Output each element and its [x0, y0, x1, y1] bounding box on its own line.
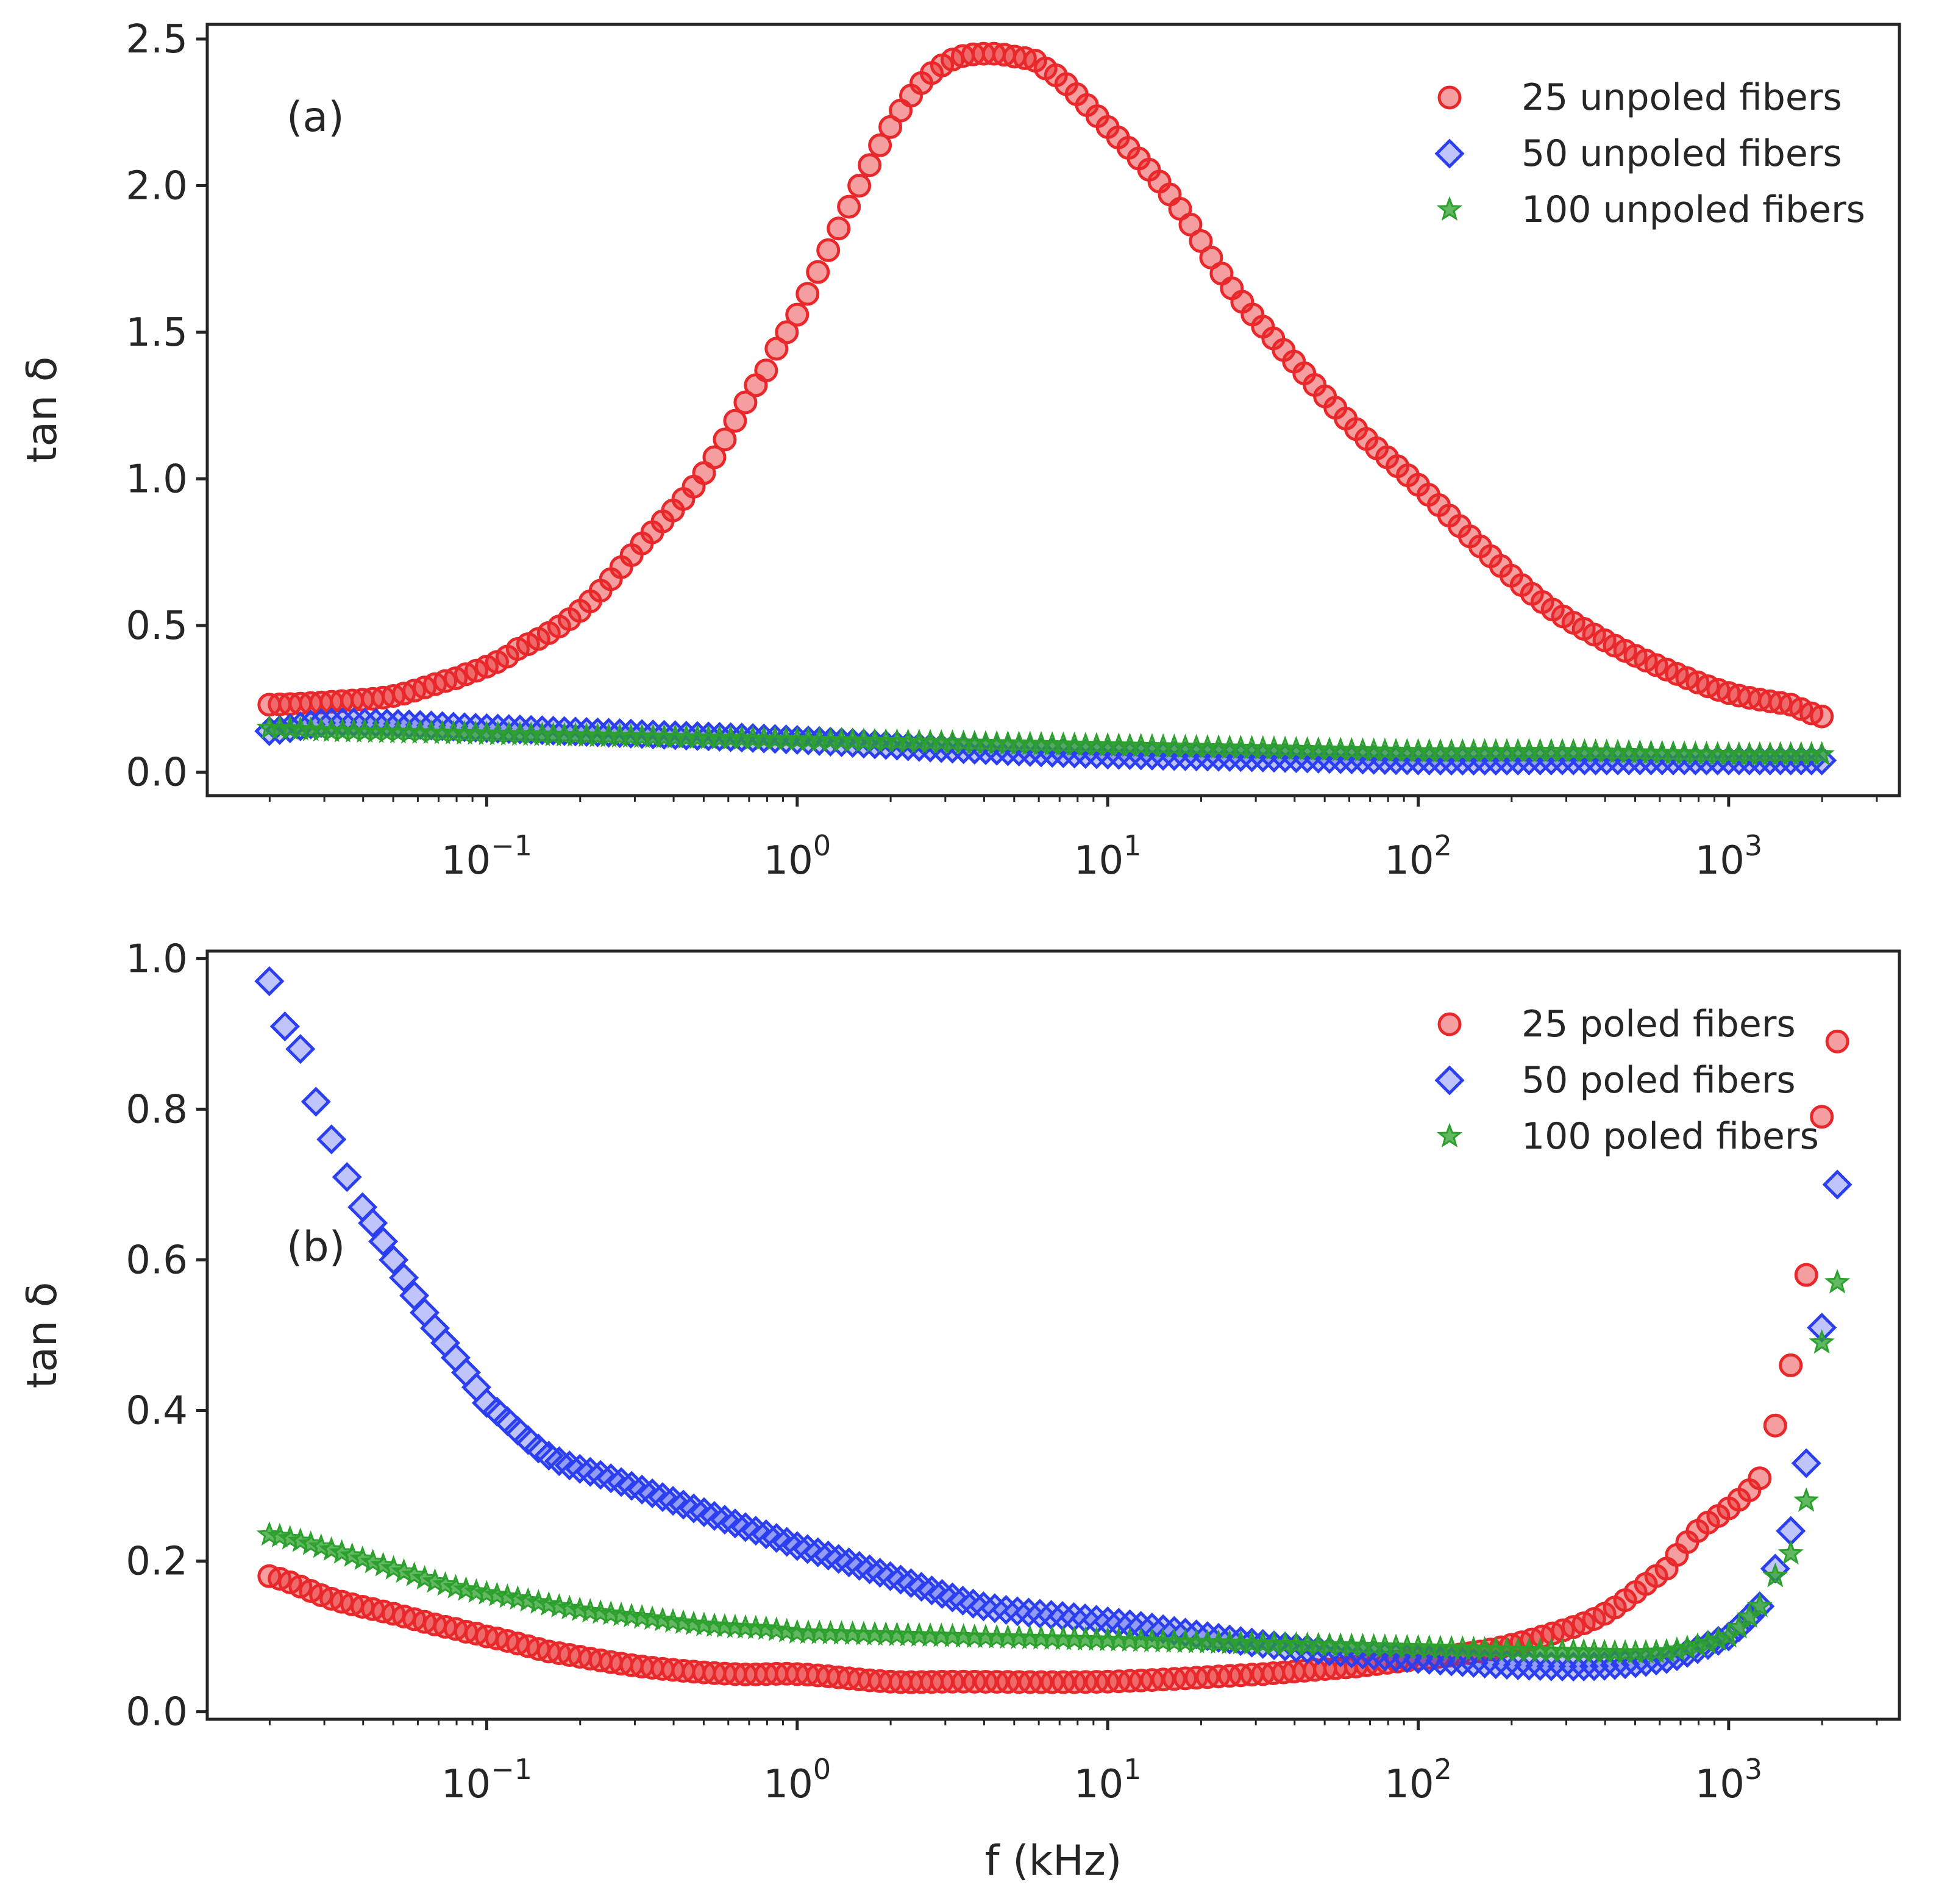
- data-point: [754, 358, 778, 383]
- y-tick-label: 0.0: [126, 1690, 188, 1735]
- legend-label: 50 unpoled fibers: [1521, 132, 1842, 175]
- y-tick-label: 2.0: [126, 164, 188, 209]
- y-tick-label: 0.6: [126, 1238, 188, 1283]
- data-point-interp: [702, 445, 727, 469]
- panel-a-points: [254, 41, 1837, 776]
- series-circle-1: [257, 41, 1834, 729]
- legend-marker: [1436, 1122, 1463, 1148]
- legend-marker: [1436, 196, 1463, 221]
- y-tick-label: 0.0: [126, 751, 188, 796]
- panel-b-label: (b): [286, 1223, 345, 1271]
- data-point-interp: [795, 282, 820, 306]
- data-point: [1793, 1487, 1820, 1512]
- data-point: [1825, 1029, 1849, 1054]
- legend-label: 100 poled fibers: [1521, 1115, 1819, 1158]
- x-tick-label: 102: [1384, 1753, 1452, 1807]
- data-point: [1824, 1269, 1851, 1294]
- data-point-interp: [775, 320, 799, 344]
- y-tick-label: 0.2: [126, 1539, 188, 1585]
- data-point: [301, 1086, 331, 1117]
- data-point-interp: [806, 260, 830, 284]
- data-point: [1778, 1539, 1804, 1565]
- legend-label: 25 poled fibers: [1521, 1003, 1796, 1046]
- data-point: [1748, 1466, 1772, 1491]
- data-point: [269, 1011, 300, 1042]
- data-point-interp: [368, 1226, 399, 1257]
- data-point: [847, 174, 872, 198]
- data-point-interp: [733, 390, 758, 415]
- series-star-3: [256, 715, 1835, 766]
- panel-a-legend: 25 unpoled fibers 50 unpoled fibers 100 un…: [1434, 76, 1865, 231]
- y-tick-label: 1.5: [126, 310, 188, 355]
- data-point-interp: [1189, 229, 1213, 253]
- y-tick-label: 1.0: [126, 936, 188, 982]
- legend-marker: [1434, 138, 1465, 169]
- legend-marker: [1437, 85, 1462, 110]
- legend-label: 25 unpoled fibers: [1521, 76, 1842, 119]
- data-point-interp: [837, 194, 861, 219]
- x-tick-label: 10−1: [441, 1753, 532, 1807]
- data-point: [332, 1162, 362, 1193]
- x-tick-label: 103: [1695, 829, 1762, 883]
- x-tick-label: 102: [1384, 829, 1452, 883]
- panel-a-frame: [205, 23, 1901, 797]
- data-point: [379, 1244, 409, 1275]
- data-point-interp: [868, 133, 892, 157]
- data-point: [316, 1124, 347, 1155]
- data-point-interp: [358, 1208, 388, 1238]
- data-point: [1794, 1263, 1818, 1287]
- data-point: [1809, 741, 1835, 766]
- panel-b-y-axis-label: tan δ: [18, 1282, 66, 1389]
- x-tick-label: 100: [763, 829, 831, 883]
- data-point: [1809, 1329, 1835, 1354]
- series-circle-1: [257, 1029, 1849, 1694]
- y-tick-label: 0.8: [126, 1087, 188, 1132]
- x-tick-label: 103: [1695, 1753, 1762, 1807]
- data-point: [1810, 1105, 1834, 1129]
- panel-b-frame: [205, 949, 1901, 1721]
- panel-b-points: [254, 966, 1852, 1694]
- y-tick-label: 0.5: [126, 604, 188, 649]
- x-axis-label: f (kHz): [985, 1837, 1122, 1885]
- data-point-interp: [858, 153, 882, 177]
- series-star-3: [256, 1269, 1851, 1664]
- data-point: [785, 302, 810, 327]
- y-tick-label: 0.4: [126, 1389, 188, 1434]
- panel-a-label: (a): [286, 93, 344, 141]
- data-point: [878, 115, 903, 139]
- data-point: [285, 1034, 316, 1064]
- data-point: [1762, 1563, 1788, 1588]
- x-tick-label: 10−1: [441, 829, 532, 883]
- legend-marker: [1437, 1012, 1462, 1036]
- data-point: [1791, 1448, 1821, 1478]
- data-point: [254, 966, 285, 996]
- y-tick-label: 2.5: [126, 17, 188, 62]
- panel-a-y-axis-label: tan δ: [18, 357, 66, 463]
- data-point-interp: [389, 1263, 419, 1293]
- data-point-interp: [713, 427, 737, 452]
- panel-b-axes: 0.0 0.2 0.4 0.6 0.8 1.0 10−1 100 101 102 103: [126, 936, 1878, 1807]
- data-point: [1779, 1353, 1803, 1377]
- panel-a: 0.0 0.5 1.0 1.5 2.0 2.5 10−1 100 101 102 103 (a) t…: [18, 17, 1901, 883]
- x-tick-label: 101: [1074, 829, 1142, 883]
- y-tick-label: 1.0: [126, 457, 188, 502]
- data-point: [1822, 1169, 1852, 1200]
- data-point: [816, 238, 841, 262]
- panel-b-legend: 25 poled fibers 50 poled fibers 100 poled …: [1434, 1003, 1819, 1158]
- data-point-interp: [827, 216, 851, 241]
- legend-marker: [1434, 1065, 1465, 1096]
- legend-label: 100 unpoled fibers: [1521, 188, 1865, 231]
- x-tick-label: 100: [763, 1753, 831, 1807]
- panel-b: 0.0 0.2 0.4 0.6 0.8 1.0 10−1 100 101 102 103 (b) t…: [18, 936, 1901, 1885]
- data-point: [1810, 704, 1834, 729]
- data-point: [1746, 1592, 1773, 1617]
- data-point-interp: [723, 408, 747, 433]
- x-tick-label: 101: [1074, 1753, 1142, 1807]
- legend-label: 50 poled fibers: [1521, 1059, 1796, 1102]
- panel-a-axes: 0.0 0.5 1.0 1.5 2.0 2.5 10−1 100 101 102 103: [126, 17, 1878, 883]
- data-point: [1763, 1413, 1787, 1438]
- data-point-interp: [764, 337, 789, 361]
- data-point-interp: [1178, 212, 1203, 237]
